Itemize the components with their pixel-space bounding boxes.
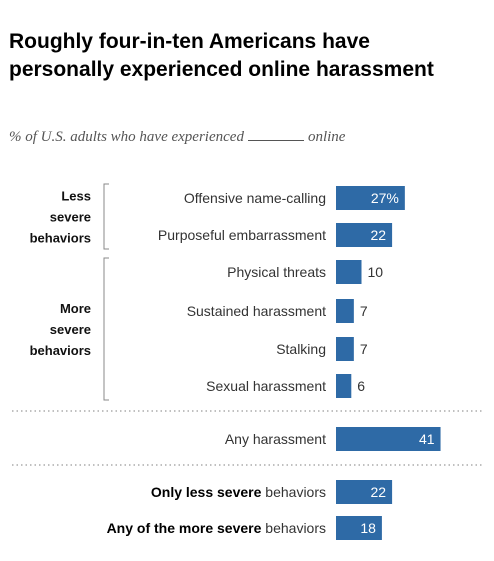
subtitle-after: online [307,129,346,145]
group-label: behaviors [30,343,91,358]
bar [336,260,362,284]
category-label: Sexual harassment [206,378,326,394]
bar [336,337,354,361]
bar [336,299,354,323]
category-label: Purposeful embarrassment [158,227,326,243]
subtitle-blank-line [247,139,304,141]
group-label: severe [50,210,91,225]
data-label: 6 [357,378,365,394]
category-label-rest-part: behaviors [261,520,326,536]
data-label: 22 [371,484,387,500]
category-label: Any harassment [225,431,326,447]
bar [336,427,441,451]
bar [336,186,405,210]
data-label: 41 [419,431,435,447]
bar [336,516,382,540]
group-bracket [103,257,109,401]
chart-title: Roughly four-in-ten Americans have perso… [9,30,434,81]
category-label: Any of the more severe behaviors [107,520,326,536]
category-label: Sustained harassment [187,303,326,319]
group-label: Less [61,189,91,204]
subtitle-before: % of U.S. adults who have experienced [9,129,244,145]
category-label-bold-part: Any of the more severe [107,520,262,536]
group-label: behaviors [30,231,91,246]
data-label: 18 [360,520,376,536]
data-label: 22 [371,227,387,243]
data-label: 7 [360,341,368,357]
group-label: severe [50,322,91,337]
category-label: Only less severe behaviors [151,484,326,500]
group-label: More [60,301,91,316]
data-label: 27% [371,190,399,206]
bar [336,480,393,504]
chart-subtitle: % of U.S. adults who have experienced onl… [9,129,479,146]
category-label: Stalking [276,341,326,357]
category-label: Offensive name-calling [184,190,326,206]
data-label: 10 [368,264,384,280]
data-label: 7 [360,303,368,319]
category-label-bold-part: Only less severe [151,484,262,500]
group-bracket [103,183,109,250]
bar [336,374,352,398]
category-label: Physical threats [227,264,326,280]
category-label-rest-part: behaviors [261,484,326,500]
bar [336,223,393,247]
